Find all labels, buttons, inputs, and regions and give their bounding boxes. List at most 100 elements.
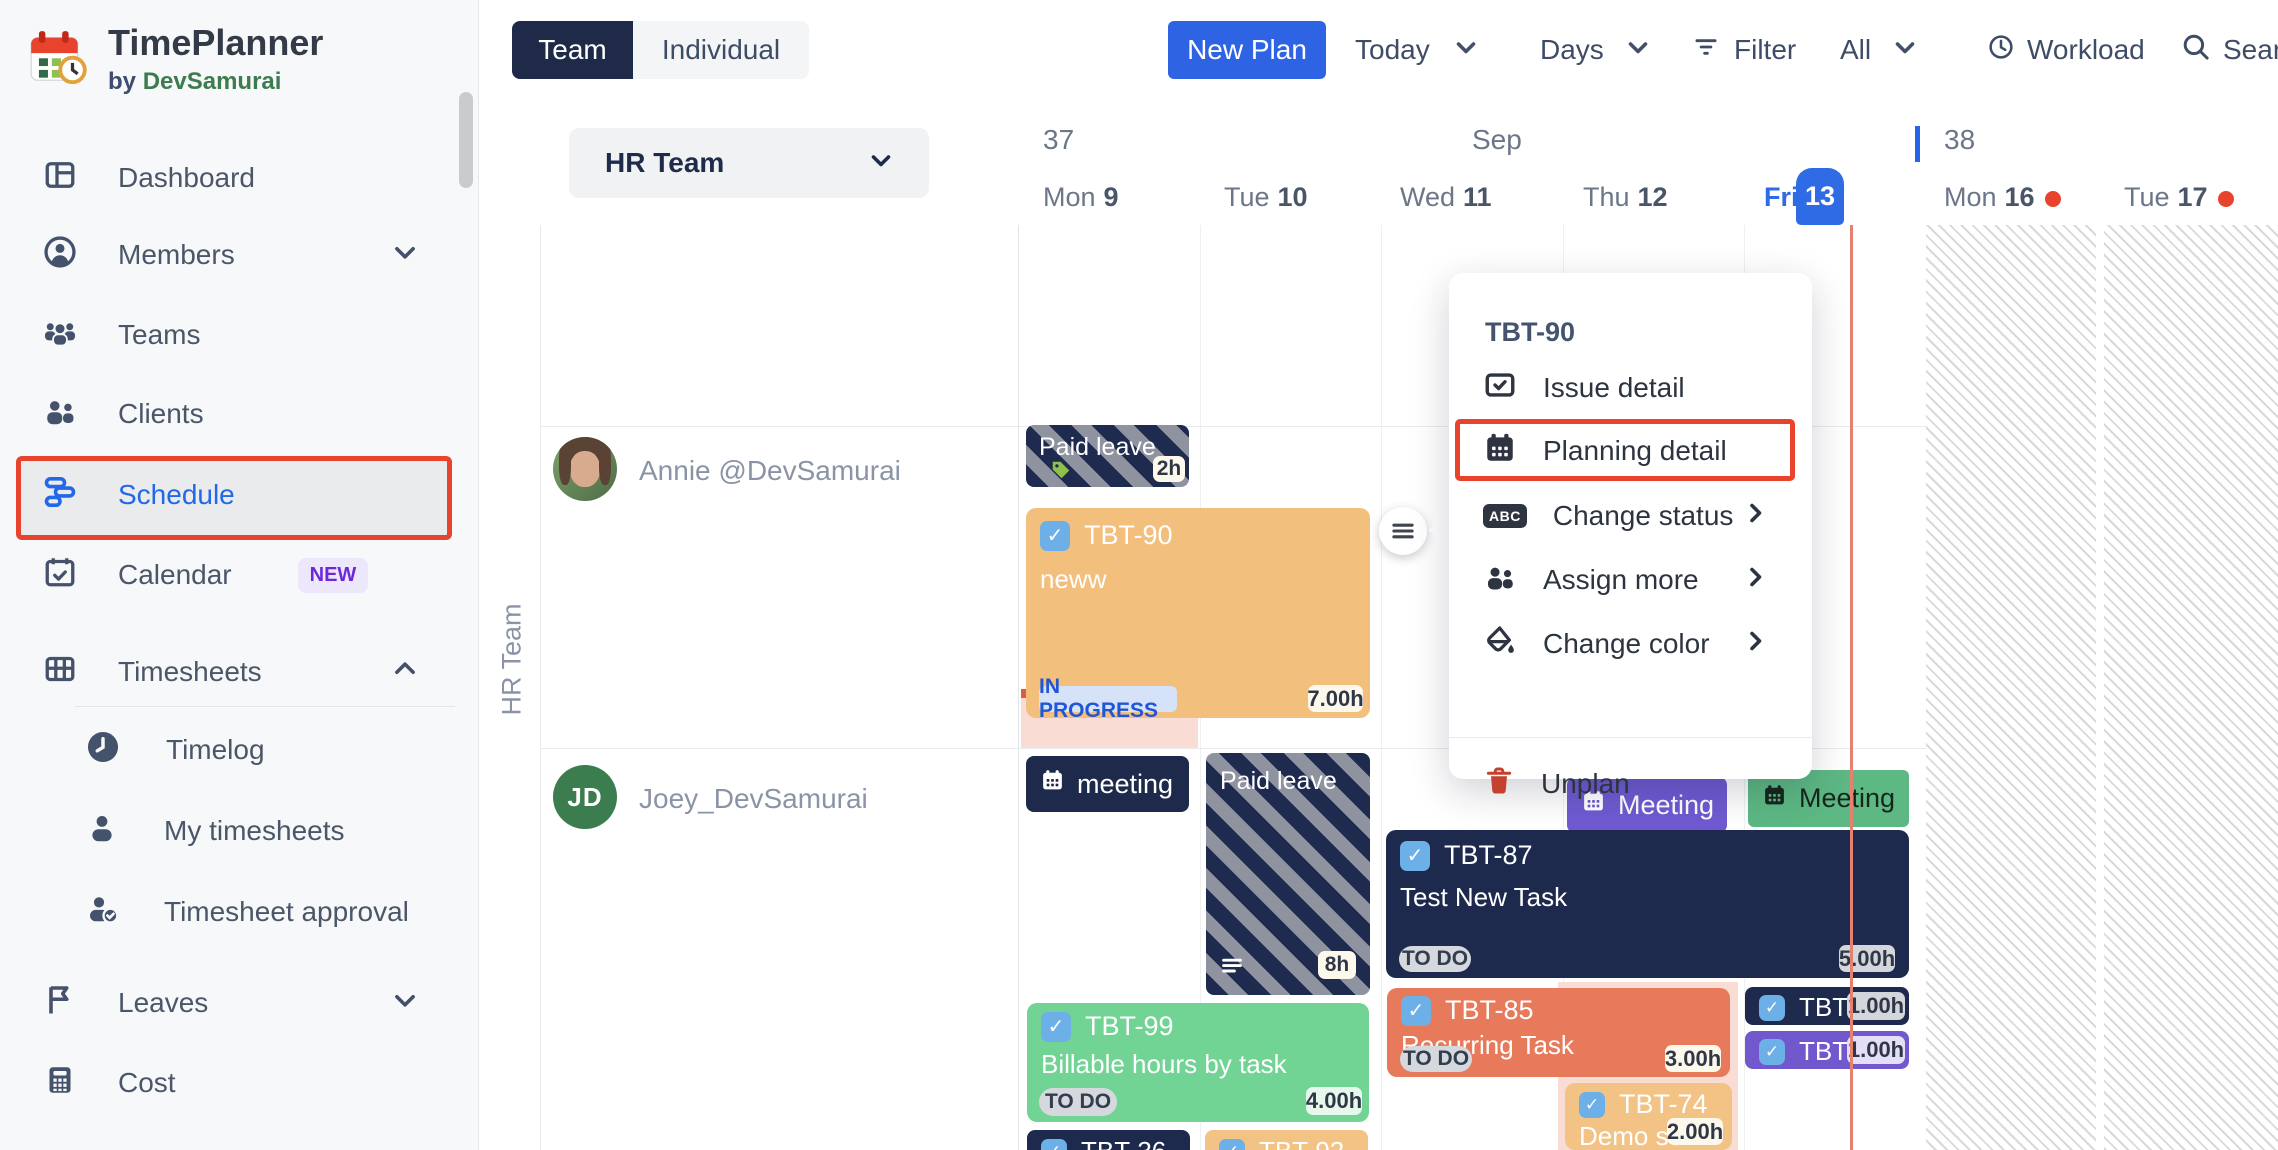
member-name-annie[interactable]: Annie @DevSamurai bbox=[639, 455, 901, 486]
calendar-icon bbox=[1581, 789, 1606, 821]
task-checkbox-icon: ✓ bbox=[1041, 1011, 1071, 1042]
today-button[interactable]: Today bbox=[1355, 0, 1478, 100]
status-badge: TO DO bbox=[1039, 1088, 1117, 1116]
grid-line bbox=[1381, 225, 1382, 1150]
current-time-marker bbox=[1850, 225, 1853, 1150]
day-header-wed11[interactable]: Wed 11 bbox=[1400, 182, 1492, 212]
chevron-down-icon bbox=[1893, 34, 1917, 66]
sidebar-item-dashboard[interactable]: Dashboard bbox=[0, 143, 470, 213]
menu-item-change-status[interactable]: ABC Change status bbox=[1483, 493, 1783, 539]
menu-item-planning-detail[interactable]: Planning detail bbox=[1483, 428, 1783, 474]
day-header-mon16[interactable]: Mon 16 bbox=[1944, 182, 2061, 213]
task-checkbox-icon: ✓ bbox=[1041, 1138, 1067, 1150]
task-tbt36[interactable]: ✓TBT-36 bbox=[1027, 1130, 1190, 1150]
drag-handle-icon[interactable] bbox=[1220, 953, 1244, 982]
sidebar-item-label: Timesheets bbox=[118, 656, 262, 687]
avatar[interactable] bbox=[553, 437, 617, 501]
sidebar-item-members[interactable]: Members bbox=[0, 220, 470, 290]
task-checkbox-icon: ✓ bbox=[1040, 520, 1070, 551]
hours-badge: 3.00h bbox=[1664, 1045, 1722, 1072]
day-header-fri13[interactable]: Fri bbox=[1764, 182, 1799, 212]
day-header-thu12[interactable]: Thu 12 bbox=[1583, 182, 1668, 212]
task-menu-button[interactable] bbox=[1379, 507, 1427, 555]
hours-badge: 1.00h bbox=[1847, 1036, 1905, 1064]
day-header-tue10[interactable]: Tue 10 bbox=[1224, 182, 1308, 212]
new-badge: NEW bbox=[297, 557, 369, 593]
task-tbt21[interactable]: ✓ TBT-2 1.00h bbox=[1745, 1031, 1909, 1069]
menu-item-issue-detail[interactable]: Issue detail bbox=[1483, 365, 1783, 411]
team-selector[interactable]: HR Team bbox=[569, 128, 929, 198]
task-tbt71[interactable]: ✓ TBT-7 1.00h bbox=[1745, 987, 1909, 1025]
task-tbt90[interactable]: ✓ TBT-90 neww IN PROGRESS 7.00h bbox=[1026, 508, 1370, 718]
sidebar-item-calendar[interactable]: Calendar NEW bbox=[0, 540, 470, 610]
chevron-down-icon bbox=[392, 987, 418, 1020]
timesheets-grid-icon bbox=[42, 651, 78, 694]
task-annie-paid-leave[interactable]: Paid leave 2h bbox=[1026, 425, 1189, 487]
view-toggle-team[interactable]: Team bbox=[512, 21, 633, 79]
scope-dropdown[interactable]: All bbox=[1840, 0, 1917, 100]
status-badge: TO DO bbox=[1400, 1046, 1472, 1072]
day-header-mon9[interactable]: Mon 9 bbox=[1043, 182, 1119, 212]
workload-button[interactable]: Workload bbox=[1987, 0, 2145, 100]
sidebar-item-clients[interactable]: Clients bbox=[0, 379, 470, 449]
chevron-up-icon bbox=[392, 656, 418, 689]
today-date-pill: 13 bbox=[1796, 168, 1844, 225]
sidebar-item-label: Cost bbox=[118, 1067, 176, 1098]
task-tbt92[interactable]: ✓TBT-92 bbox=[1205, 1130, 1368, 1150]
schedule-grid: HR Team Annie @DevSamurai JD Joey_DevSam… bbox=[479, 225, 2278, 1150]
sidebar-scrollbar[interactable] bbox=[459, 92, 473, 188]
sidebar-item-my-timesheets[interactable]: My timesheets bbox=[0, 796, 470, 866]
day-header-tue17[interactable]: Tue 17 bbox=[2124, 182, 2234, 213]
person-check-icon bbox=[84, 891, 120, 934]
clock-icon bbox=[1987, 33, 2015, 68]
avatar[interactable]: JD bbox=[553, 765, 617, 829]
sidebar-item-schedule[interactable]: Schedule bbox=[0, 460, 470, 530]
view-toggle-individual[interactable]: Individual bbox=[633, 21, 809, 79]
sidebar-item-label: Schedule bbox=[118, 479, 235, 510]
member-name-joey[interactable]: Joey_DevSamurai bbox=[639, 783, 868, 814]
task-joey-meeting[interactable]: meeting bbox=[1026, 756, 1189, 812]
filter-button[interactable]: Filter bbox=[1692, 0, 1796, 100]
person-icon bbox=[84, 810, 120, 853]
hours-badge: 2.00h bbox=[1666, 1118, 1724, 1145]
chevron-right-icon bbox=[1743, 628, 1767, 660]
paint-bucket-icon bbox=[1483, 624, 1517, 665]
task-tbt85[interactable]: ✓ TBT-85 Recurring Task TO DO 3.00h bbox=[1387, 988, 1730, 1077]
menu-highlight-box bbox=[1455, 419, 1795, 481]
sidebar-item-label: Dashboard bbox=[118, 162, 255, 193]
chevron-down-icon bbox=[1626, 34, 1650, 66]
calendar-icon bbox=[1762, 783, 1787, 815]
sidebar-item-timesheet-approval[interactable]: Timesheet approval bbox=[0, 877, 470, 947]
menu-item-change-color[interactable]: Change color bbox=[1483, 621, 1783, 667]
sidebar-item-teams[interactable]: Teams bbox=[0, 300, 470, 370]
menu-item-unplan[interactable]: Unplan bbox=[1483, 761, 1783, 807]
task-tbt74[interactable]: ✓ TBT-74 Demo se 2.00h bbox=[1565, 1083, 1732, 1150]
byline-prefix: by bbox=[108, 68, 137, 95]
sidebar-item-label: Leaves bbox=[118, 987, 209, 1018]
task-meeting-thu[interactable]: Meeting bbox=[1567, 777, 1727, 833]
menu-item-assign-more[interactable]: Assign more bbox=[1483, 557, 1783, 603]
context-menu-title: TBT-90 bbox=[1485, 317, 1576, 347]
range-dropdown[interactable]: Days bbox=[1540, 0, 1650, 100]
brand-name: DevSamurai bbox=[142, 68, 282, 95]
trash-icon bbox=[1483, 765, 1515, 804]
sidebar-item-timesheets[interactable]: Timesheets bbox=[0, 637, 470, 707]
sidebar-item-leaves[interactable]: Leaves bbox=[0, 968, 470, 1038]
chevron-down-icon bbox=[869, 147, 893, 179]
dashboard-icon bbox=[42, 157, 78, 200]
week-number: 37 bbox=[1043, 124, 1075, 155]
search-button[interactable]: Search bbox=[2181, 0, 2278, 100]
sidebar-item-timelog[interactable]: Timelog bbox=[0, 715, 470, 785]
task-tbt99[interactable]: ✓ TBT-99 Billable hours by task TO DO 4.0… bbox=[1027, 1003, 1369, 1122]
calendar-check-icon bbox=[42, 554, 78, 597]
abc-status-icon: ABC bbox=[1483, 504, 1527, 528]
sidebar-item-label: Teams bbox=[118, 319, 201, 350]
schedule-gantt-icon bbox=[42, 474, 78, 517]
calendar-icon bbox=[1483, 431, 1517, 472]
task-checkbox-icon: ✓ bbox=[1759, 994, 1785, 1021]
task-tbt87[interactable]: ✓ TBT-87 Test New Task TO DO 5.00h bbox=[1386, 830, 1909, 978]
sidebar-item-cost[interactable]: Cost bbox=[0, 1048, 470, 1118]
task-joey-paid-leave[interactable]: Paid leave 8h bbox=[1206, 753, 1370, 995]
task-meeting-fri[interactable]: Meeting bbox=[1748, 770, 1909, 827]
new-plan-button[interactable]: New Plan bbox=[1168, 21, 1326, 79]
